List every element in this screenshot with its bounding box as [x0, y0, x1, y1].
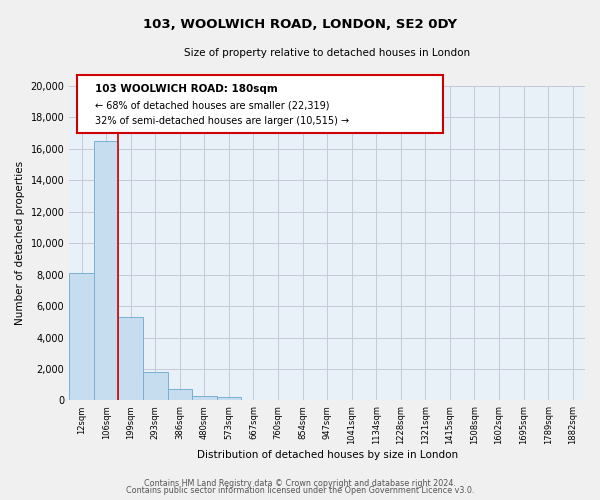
- Text: ← 68% of detached houses are smaller (22,319): ← 68% of detached houses are smaller (22…: [95, 100, 329, 110]
- Text: 32% of semi-detached houses are larger (10,515) →: 32% of semi-detached houses are larger (…: [95, 116, 349, 126]
- Text: Contains public sector information licensed under the Open Government Licence v3: Contains public sector information licen…: [126, 486, 474, 495]
- Bar: [94, 141, 118, 401]
- Y-axis label: Number of detached properties: Number of detached properties: [15, 161, 25, 326]
- Text: Contains HM Land Registry data © Crown copyright and database right 2024.: Contains HM Land Registry data © Crown c…: [144, 478, 456, 488]
- Title: Size of property relative to detached houses in London: Size of property relative to detached ho…: [184, 48, 470, 58]
- X-axis label: Distribution of detached houses by size in London: Distribution of detached houses by size …: [197, 450, 458, 460]
- Text: 103, WOOLWICH ROAD, LONDON, SE2 0DY: 103, WOOLWICH ROAD, LONDON, SE2 0DY: [143, 18, 457, 30]
- Bar: [217, 398, 241, 400]
- Bar: [118, 317, 143, 400]
- Bar: [167, 388, 192, 400]
- Bar: [192, 396, 217, 400]
- Bar: [143, 372, 167, 400]
- FancyBboxPatch shape: [77, 75, 443, 133]
- Text: 103 WOOLWICH ROAD: 180sqm: 103 WOOLWICH ROAD: 180sqm: [95, 84, 278, 94]
- Bar: [69, 273, 94, 400]
